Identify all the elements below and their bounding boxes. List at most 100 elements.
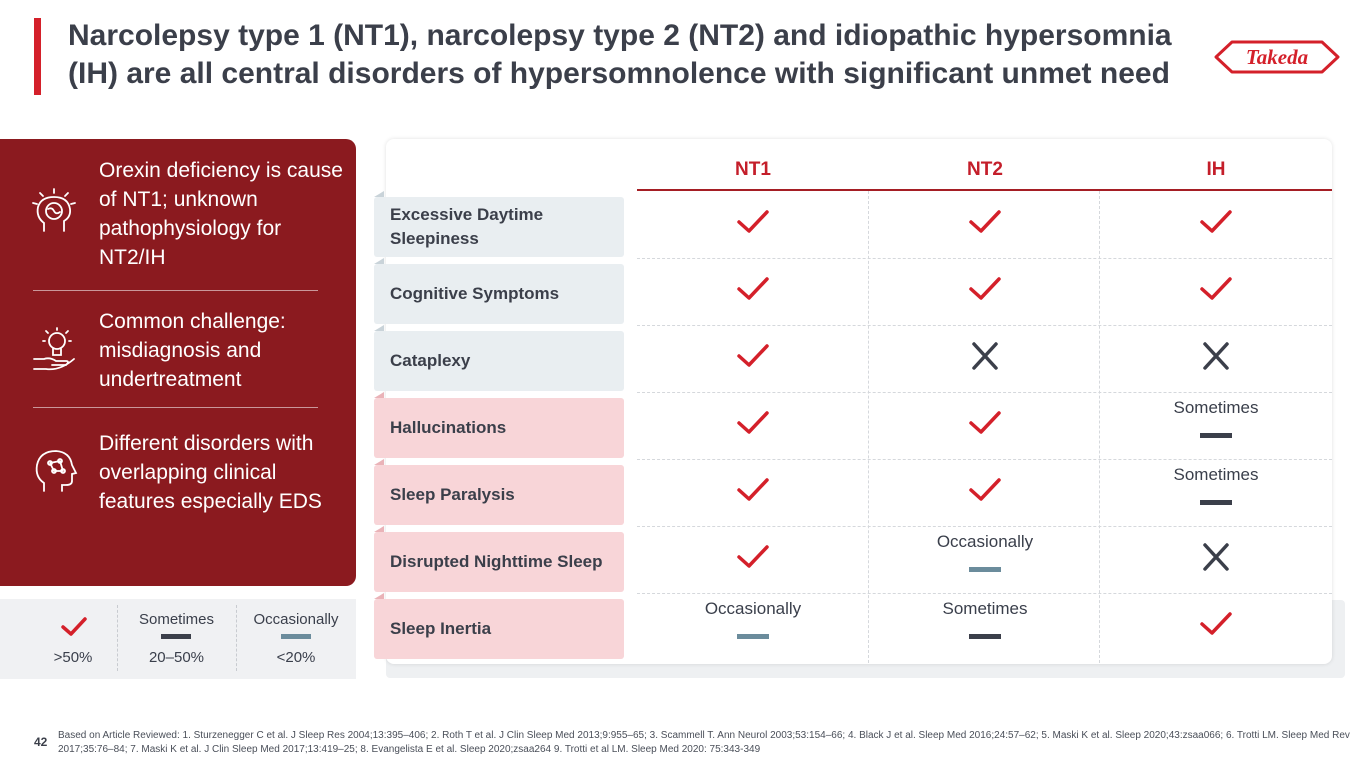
check-icon: [1200, 210, 1232, 233]
sometimes-dash-icon: [1200, 433, 1232, 438]
row-label-sleep-paralysis: Sleep Paralysis: [374, 465, 624, 525]
check-icon: [969, 210, 1001, 233]
row-label-tab: [374, 459, 384, 465]
references-footnote: Based on Article Reviewed: 1. Sturzenegg…: [58, 730, 1350, 755]
table-cell-nt2: [869, 258, 1101, 325]
legend-occasionally-title: Occasionally: [253, 611, 339, 628]
check-icon: [969, 478, 1001, 501]
table-cell-ih: [1100, 593, 1332, 660]
column-divider: [1099, 191, 1100, 663]
check-icon: [1200, 277, 1232, 300]
check-icon: [1200, 612, 1232, 635]
table-cell-ih: Sometimes: [1100, 392, 1332, 459]
row-divider: [637, 593, 1332, 594]
legend-sometimes-label: 20–50%: [148, 649, 205, 666]
row-label-tab: [374, 325, 384, 331]
cross-icon: [1203, 342, 1229, 370]
check-icon: [61, 617, 87, 636]
panel-divider: [33, 407, 318, 408]
check-icon: [737, 210, 769, 233]
table-cell-ih: [1100, 526, 1332, 593]
frequency-text: Occasionally: [936, 532, 1034, 551]
row-label-hallucinations: Hallucinations: [374, 398, 624, 458]
column-header-nt2: NT2: [967, 159, 1003, 180]
page-title: Narcolepsy type 1 (NT1), narcolepsy type…: [68, 19, 1172, 90]
row-divider: [637, 258, 1332, 259]
table-cell-nt2: [869, 325, 1101, 392]
row-label-tab: [374, 593, 384, 599]
takeda-logo: Takeda: [1214, 40, 1340, 74]
row-label-tab: [374, 258, 384, 264]
legend-occasionally: Occasionally <20%: [237, 599, 355, 679]
header-rule: [637, 189, 1332, 191]
sometimes-dash-icon: [1200, 500, 1232, 505]
logo-text: Takeda: [1246, 45, 1308, 69]
table-cell-nt1: [637, 191, 869, 258]
row-label-sleep-inertia: Sleep Inertia: [374, 599, 624, 659]
page-number: 42: [34, 735, 48, 749]
check-icon: [969, 277, 1001, 300]
key-points-panel: Orexin deficiency is cause of NT1; unkno…: [0, 139, 356, 586]
table-cell-nt2: Sometimes: [869, 593, 1101, 660]
key-point-challenge: Common challenge: misdiagnosis and under…: [99, 310, 286, 391]
legend-occasionally-label: <20%: [276, 649, 316, 666]
panel-divider: [33, 290, 318, 291]
legend-divider: [236, 605, 237, 671]
brain-ideas-icon: [32, 188, 76, 232]
table-cell-nt2: [869, 459, 1101, 526]
frequency-text: Sometimes: [942, 599, 1028, 618]
legend: >50% Sometimes 20–50% Occasionally <20%: [0, 599, 356, 679]
column-divider: [868, 191, 869, 663]
cross-icon: [972, 342, 998, 370]
frequency-text: Sometimes: [1173, 465, 1259, 484]
table-cell-ih: [1100, 325, 1332, 392]
legend-sometimes-title: Sometimes: [138, 611, 215, 628]
table-cell-ih: Sometimes: [1100, 459, 1332, 526]
row-divider: [637, 392, 1332, 393]
legend-divider: [117, 605, 118, 671]
table-cell-nt2: Occasionally: [869, 526, 1101, 593]
row-divider: [637, 325, 1332, 326]
table-cell-ih: [1100, 258, 1332, 325]
table-cell-nt1: [637, 258, 869, 325]
legend-check-label: >50%: [53, 649, 93, 666]
occasionally-dash-icon: [737, 634, 769, 639]
column-header-nt1: NT1: [735, 159, 771, 180]
table-cell-nt1: [637, 392, 869, 459]
sometimes-dash-icon: [161, 634, 191, 639]
row-label-disrupted-nighttime-sleep: Disrupted Nighttime Sleep: [374, 532, 624, 592]
occasionally-dash-icon: [969, 567, 1001, 572]
check-icon: [737, 411, 769, 434]
legend-check: >50%: [30, 599, 116, 679]
row-label-tab: [374, 392, 384, 398]
column-header-ih: IH: [1206, 159, 1226, 180]
check-icon: [969, 411, 1001, 434]
key-point-overlap: Different disorders with overlapping cli…: [99, 432, 322, 513]
table-cell-nt2: [869, 392, 1101, 459]
row-label-excessive-daytime-sleepiness: Excessive Daytime Sleepiness: [374, 197, 624, 257]
legend-sometimes: Sometimes 20–50%: [118, 599, 235, 679]
lightbulb-hand-icon: [33, 327, 75, 371]
row-label-cognitive-symptoms: Cognitive Symptoms: [374, 264, 624, 324]
table-cell-nt1: [637, 459, 869, 526]
head-network-icon: [35, 450, 78, 492]
check-icon: [737, 277, 769, 300]
table-cell-ih: [1100, 191, 1332, 258]
check-icon: [737, 344, 769, 367]
table-cell-nt1: [637, 325, 869, 392]
row-divider: [637, 459, 1332, 460]
check-icon: [737, 545, 769, 568]
row-label-tab: [374, 191, 384, 197]
frequency-text: Sometimes: [1173, 398, 1259, 417]
table-cell-nt1: [637, 526, 869, 593]
row-label-cataplexy: Cataplexy: [374, 331, 624, 391]
table-cell-nt1: Occasionally: [637, 593, 869, 660]
title-accent-bar: [34, 18, 41, 95]
row-divider: [637, 526, 1332, 527]
frequency-text: Occasionally: [704, 599, 802, 618]
sometimes-dash-icon: [969, 634, 1001, 639]
check-icon: [737, 478, 769, 501]
table-cell-nt2: [869, 191, 1101, 258]
occasionally-dash-icon: [281, 634, 311, 639]
row-label-tab: [374, 526, 384, 532]
